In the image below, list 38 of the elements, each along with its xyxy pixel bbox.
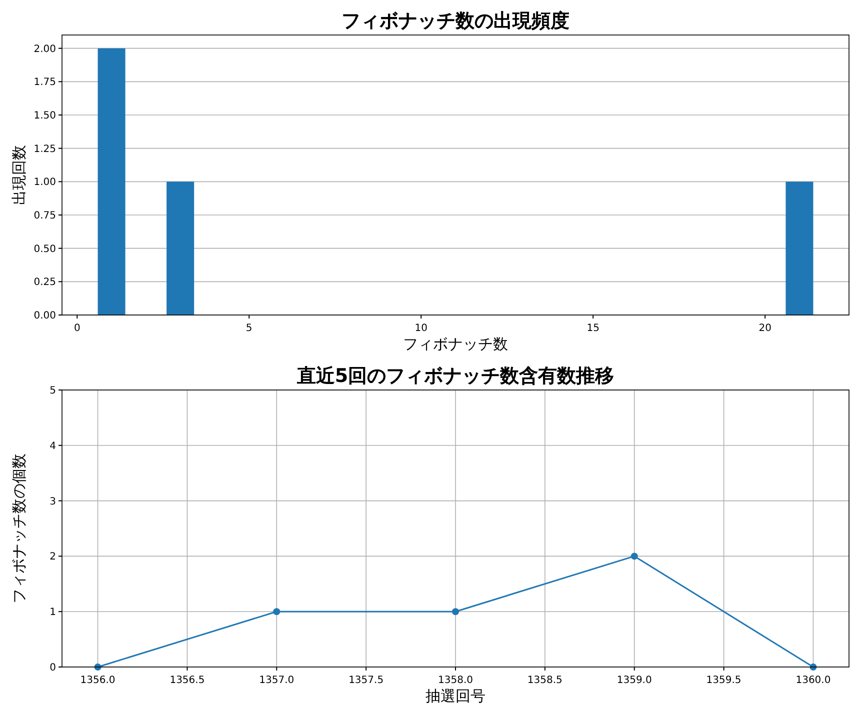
- y-tick-label: 0.75: [34, 210, 56, 222]
- y-tick-label: 2: [50, 552, 56, 563]
- x-tick-label: 15: [586, 323, 600, 334]
- x-tick-label: 1357.5: [348, 675, 384, 686]
- x-tick-label: 1358.0: [438, 675, 473, 686]
- y-tick-label: 0: [50, 662, 56, 674]
- x-tick-label: 10: [414, 323, 428, 334]
- y-tick-label: 2.00: [34, 44, 56, 55]
- y-tick-label: 1.75: [34, 77, 56, 88]
- y-tick-label: 0.00: [34, 310, 56, 322]
- y-tick-label: 4: [50, 440, 56, 452]
- y-tick-label: 1.25: [34, 144, 56, 155]
- chart-title: フィボナッチ数の出現頻度: [342, 10, 570, 32]
- y-tick-label: 0.50: [34, 244, 56, 255]
- y-tick-label: 1: [50, 607, 56, 618]
- y-axis-title: 出現回数: [10, 145, 28, 205]
- x-tick-label: 1360.0: [796, 675, 831, 686]
- x-tick-label: 1357.0: [259, 675, 294, 686]
- x-tick-label: 0: [74, 323, 80, 334]
- x-tick-label: 1358.5: [527, 675, 562, 686]
- x-tick-label: 1356.5: [170, 675, 205, 686]
- x-tick-label: 1356.0: [80, 675, 116, 686]
- y-tick-label: 3: [50, 496, 56, 508]
- point: [630, 552, 638, 560]
- x-tick-label: 5: [246, 323, 252, 334]
- chart-title: 直近5回のフィボナッチ数含有数推移: [296, 365, 614, 387]
- y-axis-title: フィボナッチ数の個数: [10, 454, 28, 604]
- x-axis-title: 抽選回号: [426, 687, 486, 705]
- x-axis-title: フィボナッチ数: [403, 335, 508, 353]
- point: [452, 608, 459, 616]
- y-tick-label: 1.50: [34, 110, 56, 122]
- y-tick-label: 1.00: [34, 177, 56, 188]
- x-tick-label: 1359.0: [616, 675, 652, 686]
- y-tick-label: 5: [50, 386, 56, 396]
- x-tick-label: 1359.5: [706, 675, 742, 686]
- y-tick-label: 0.25: [34, 277, 56, 288]
- point: [273, 608, 280, 616]
- x-tick-label: 20: [758, 323, 772, 334]
